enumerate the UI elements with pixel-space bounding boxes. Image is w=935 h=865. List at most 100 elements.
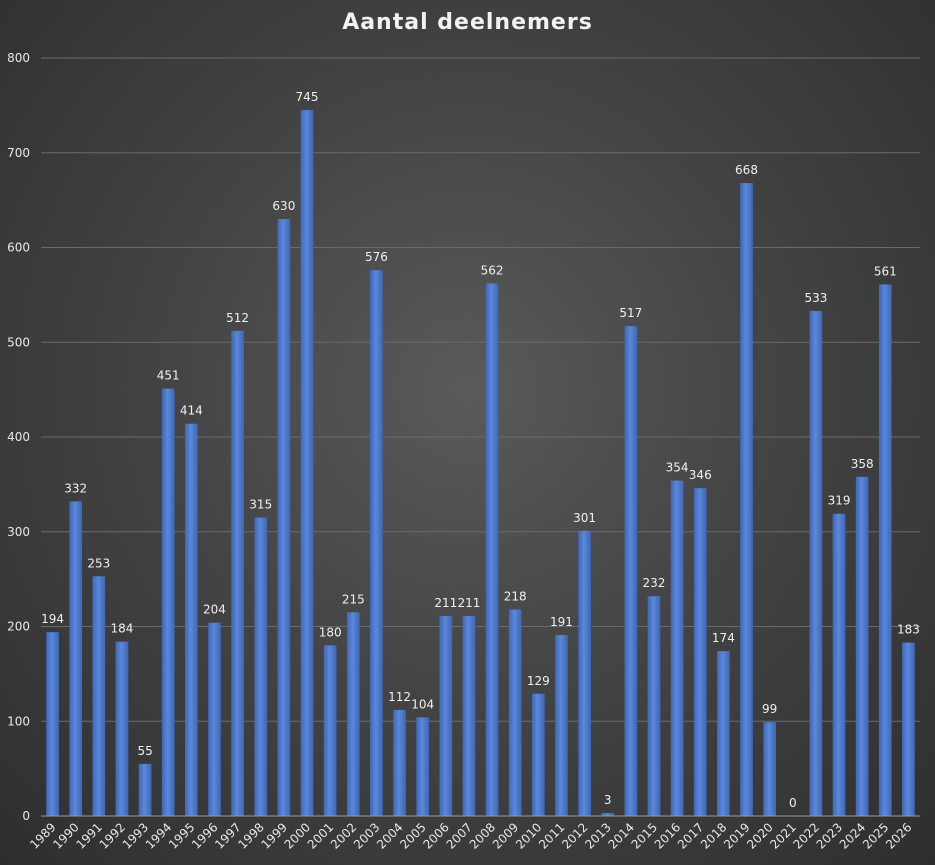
x-tick-label: 2005	[397, 820, 428, 851]
bar	[184, 423, 198, 816]
bar	[624, 326, 638, 816]
data-label: 315	[249, 498, 272, 512]
data-label: 0	[789, 796, 797, 810]
x-tick-label: 1993	[120, 820, 151, 851]
x-tick-label: 2016	[652, 820, 683, 851]
bar	[462, 616, 476, 816]
x-tick-label: 2004	[374, 820, 405, 851]
x-tick-label: 2014	[605, 820, 636, 851]
x-tick-label: 2010	[513, 820, 544, 851]
chart-title: Aantal deelnemers	[342, 10, 593, 35]
x-tick-label: 2023	[814, 820, 845, 851]
data-label: 354	[666, 461, 689, 475]
data-label: 668	[735, 163, 758, 177]
data-label: 630	[272, 199, 295, 213]
data-label: 183	[897, 623, 920, 637]
bar	[832, 513, 846, 816]
y-tick-label: 700	[7, 146, 30, 160]
data-label: 211	[457, 596, 480, 610]
data-label-layer: 194 332 253 184 55 451 414 204 512 315 630 745 180 21…	[41, 90, 920, 810]
data-label: 211	[434, 596, 457, 610]
x-tick-label: 2025	[860, 820, 891, 851]
data-label: 332	[64, 481, 87, 495]
x-tick-label: 1998	[235, 820, 266, 851]
data-label: 129	[527, 674, 550, 688]
data-label: 99	[762, 702, 777, 716]
data-label: 253	[87, 556, 110, 570]
bar-layer	[46, 110, 915, 817]
y-tick-label: 0	[22, 809, 30, 823]
x-tick-label: 2009	[490, 820, 521, 851]
data-label: 301	[573, 511, 596, 525]
bar	[138, 763, 152, 816]
data-label: 204	[203, 603, 226, 617]
x-tick-label: 1997	[212, 820, 243, 851]
bar	[763, 722, 777, 816]
x-tick-label: 2007	[444, 820, 475, 851]
data-label: 180	[319, 625, 342, 639]
x-tick-label: 1996	[189, 820, 220, 851]
y-tick-label: 500	[7, 335, 30, 349]
bar	[601, 813, 615, 816]
bar	[717, 651, 730, 816]
data-label: 191	[550, 615, 573, 629]
bar	[508, 609, 522, 816]
data-label: 414	[180, 404, 203, 418]
bar	[578, 530, 591, 816]
bar	[161, 388, 175, 816]
x-tick-label: 2003	[351, 820, 382, 851]
bar	[416, 717, 430, 816]
data-label: 218	[504, 589, 527, 603]
y-tick-label: 800	[7, 51, 30, 65]
bar	[277, 219, 291, 816]
data-label: 194	[41, 612, 64, 626]
x-tick-label: 2018	[698, 820, 729, 851]
bar	[647, 596, 661, 816]
data-label: 174	[712, 631, 735, 645]
x-tick-label: 1991	[73, 820, 104, 851]
x-tick-label: 1994	[143, 820, 174, 851]
x-tick-label: 2001	[305, 820, 336, 851]
data-label: 451	[157, 369, 180, 383]
data-label: 346	[689, 468, 712, 482]
x-tick-label: 2015	[629, 820, 660, 851]
data-label: 319	[828, 494, 851, 508]
x-tick-label: 2022	[791, 820, 822, 851]
bar	[46, 632, 59, 816]
x-tick-label: 2026	[883, 820, 914, 851]
data-label: 215	[342, 592, 365, 606]
y-tick-label: 200	[7, 620, 30, 634]
bar	[370, 270, 383, 816]
bar	[531, 693, 545, 816]
bar	[693, 488, 707, 816]
bar	[555, 635, 568, 816]
data-label: 3	[604, 793, 612, 807]
x-tick-label: 2019	[721, 820, 752, 851]
data-label: 576	[365, 250, 388, 264]
bar	[346, 612, 360, 816]
data-label: 517	[619, 306, 642, 320]
x-tick-label: 1999	[259, 820, 290, 851]
data-label: 358	[851, 457, 874, 471]
y-tick-label: 100	[7, 714, 30, 728]
x-tick-label: 2017	[675, 820, 706, 851]
bar	[740, 183, 753, 816]
y-tick-label: 400	[7, 430, 30, 444]
data-label: 562	[481, 264, 504, 278]
data-label: 745	[296, 90, 319, 104]
bar	[878, 284, 892, 816]
x-tick-label: 1989	[27, 820, 58, 851]
bar	[485, 283, 499, 816]
bar	[323, 645, 337, 816]
bar	[208, 622, 221, 816]
y-tick-label: 300	[7, 525, 30, 539]
y-tick-label: 600	[7, 241, 30, 255]
data-label: 232	[643, 576, 666, 590]
x-tick-label: 2006	[420, 820, 451, 851]
x-tick-label: 1992	[97, 820, 128, 851]
data-label: 112	[388, 690, 411, 704]
data-label: 104	[411, 697, 434, 711]
data-label: 561	[874, 264, 897, 278]
